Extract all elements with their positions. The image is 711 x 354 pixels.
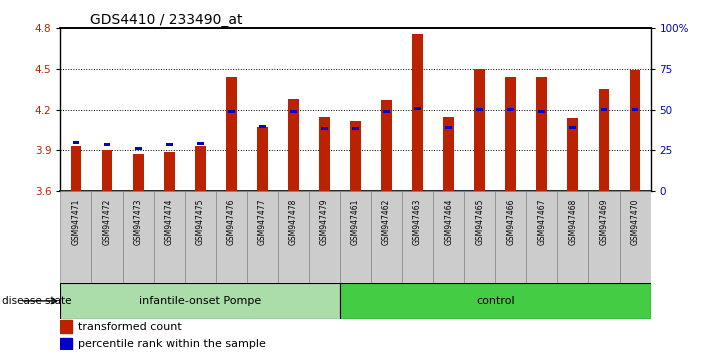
Bar	[538, 110, 545, 113]
Text: transformed count: transformed count	[78, 321, 182, 332]
Bar	[508, 108, 514, 111]
Bar	[601, 108, 607, 111]
Bar	[228, 110, 235, 113]
Bar	[371, 191, 402, 283]
Bar	[133, 154, 144, 191]
Bar	[381, 100, 392, 191]
Text: GSM947462: GSM947462	[382, 199, 391, 245]
Text: GSM947473: GSM947473	[134, 199, 143, 245]
Text: GSM947472: GSM947472	[102, 199, 112, 245]
Bar	[195, 146, 205, 191]
Text: GSM947461: GSM947461	[351, 199, 360, 245]
Bar	[92, 191, 122, 283]
Bar	[197, 142, 203, 145]
Bar	[526, 191, 557, 283]
Text: GSM947475: GSM947475	[196, 199, 205, 245]
Bar	[433, 191, 464, 283]
Bar	[102, 150, 112, 191]
Text: GSM947467: GSM947467	[538, 199, 546, 245]
Bar	[631, 108, 638, 111]
Bar	[134, 147, 141, 150]
Bar	[445, 126, 452, 129]
Bar	[278, 191, 309, 283]
Bar	[619, 191, 651, 283]
Text: control: control	[476, 296, 515, 306]
Bar	[567, 118, 578, 191]
Bar	[259, 125, 266, 128]
Bar	[476, 108, 483, 111]
Bar	[340, 191, 371, 283]
Text: GDS4410 / 233490_at: GDS4410 / 233490_at	[90, 13, 242, 27]
Bar	[215, 191, 247, 283]
Bar	[557, 191, 589, 283]
Bar	[154, 191, 185, 283]
Text: GSM947479: GSM947479	[320, 199, 329, 245]
Text: GSM947477: GSM947477	[258, 199, 267, 245]
Bar	[73, 142, 80, 144]
Bar	[319, 116, 330, 191]
Text: disease state: disease state	[2, 296, 72, 306]
Bar	[226, 77, 237, 191]
Bar	[166, 143, 173, 146]
Text: GSM947474: GSM947474	[165, 199, 173, 245]
Bar	[412, 34, 423, 191]
Bar	[70, 146, 81, 191]
Bar	[630, 70, 641, 191]
Text: GSM947469: GSM947469	[599, 199, 609, 245]
Text: GSM947466: GSM947466	[506, 199, 515, 245]
Bar	[309, 191, 340, 283]
Bar	[536, 77, 547, 191]
Bar	[464, 191, 496, 283]
Bar	[104, 143, 110, 146]
Bar	[350, 121, 361, 191]
Bar	[164, 153, 175, 191]
Bar	[247, 191, 278, 283]
Bar	[589, 191, 619, 283]
Bar	[570, 126, 577, 129]
Bar	[474, 69, 485, 191]
Bar	[496, 191, 526, 283]
Bar	[60, 338, 73, 350]
Text: GSM947478: GSM947478	[289, 199, 298, 245]
Text: GSM947464: GSM947464	[444, 199, 453, 245]
Bar	[415, 107, 421, 110]
Text: GSM947476: GSM947476	[227, 199, 236, 245]
Bar	[290, 110, 296, 113]
Bar	[443, 116, 454, 191]
Bar	[402, 191, 433, 283]
Bar	[340, 283, 651, 319]
Text: GSM947471: GSM947471	[72, 199, 80, 245]
Bar	[185, 191, 215, 283]
Text: GSM947470: GSM947470	[631, 199, 639, 245]
Bar	[60, 320, 73, 333]
Bar	[257, 127, 268, 191]
Bar	[383, 110, 390, 113]
Bar	[321, 127, 328, 130]
Bar	[122, 191, 154, 283]
Text: GSM947468: GSM947468	[568, 199, 577, 245]
Text: GSM947463: GSM947463	[413, 199, 422, 245]
Text: percentile rank within the sample: percentile rank within the sample	[78, 339, 266, 349]
Text: infantile-onset Pompe: infantile-onset Pompe	[139, 296, 262, 306]
Bar	[288, 99, 299, 191]
Bar	[60, 191, 92, 283]
Text: GSM947465: GSM947465	[475, 199, 484, 245]
Bar	[506, 77, 516, 191]
Bar	[60, 283, 340, 319]
Bar	[599, 89, 609, 191]
Bar	[352, 127, 359, 130]
